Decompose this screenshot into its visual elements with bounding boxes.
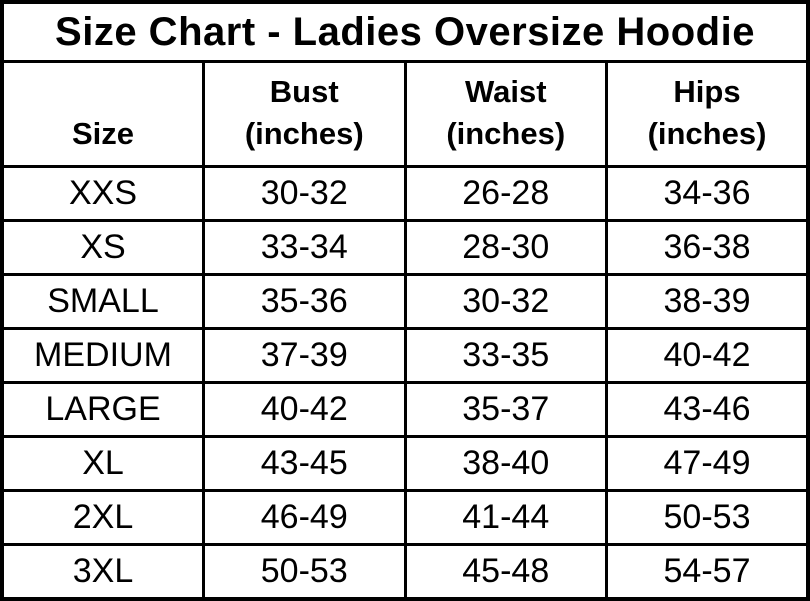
table-row-2xl: 2XL 46-49 41-44 50-53 <box>0 489 810 546</box>
col-header-label: Size <box>71 116 135 152</box>
size-cell: XS <box>0 219 205 276</box>
bust-cell: 43-45 <box>202 435 407 492</box>
hips-cell: 47-49 <box>605 435 810 492</box>
size-cell: MEDIUM <box>0 327 205 384</box>
waist-cell: 26-28 <box>403 165 608 222</box>
bust-cell: 33-34 <box>202 219 407 276</box>
waist-cell: 33-35 <box>403 327 608 384</box>
table-row-3xl: 3XL 50-53 45-48 54-57 <box>0 543 810 601</box>
waist-cell: 28-30 <box>403 219 608 276</box>
bust-cell: 30-32 <box>202 165 407 222</box>
col-header-hips: Hips (inches) <box>605 60 810 168</box>
bust-cell: 35-36 <box>202 273 407 330</box>
col-header-bust: Bust (inches) <box>202 60 407 168</box>
table-row-xxs: XXS 30-32 26-28 34-36 <box>0 165 810 222</box>
table-row-small: SMALL 35-36 30-32 38-39 <box>0 273 810 330</box>
table-row-large: LARGE 40-42 35-37 43-46 <box>0 381 810 438</box>
hips-cell: 34-36 <box>605 165 810 222</box>
hips-cell: 50-53 <box>605 489 810 546</box>
col-header-unit: (inches) <box>244 116 364 152</box>
col-header-label: Waist <box>464 74 547 110</box>
waist-cell: 45-48 <box>403 543 608 601</box>
bust-cell: 37-39 <box>202 327 407 384</box>
page-title: Size Chart - Ladies Oversize Hoodie <box>0 0 810 63</box>
size-cell: LARGE <box>0 381 205 438</box>
col-header-waist: Waist (inches) <box>403 60 608 168</box>
size-cell: 3XL <box>0 543 205 601</box>
col-header-label: Hips <box>673 74 741 110</box>
col-header-label: Bust <box>269 74 339 110</box>
size-cell: XXS <box>0 165 205 222</box>
hips-cell: 43-46 <box>605 381 810 438</box>
col-header-size: Size <box>0 60 205 168</box>
table-row-xs: XS 33-34 28-30 36-38 <box>0 219 810 276</box>
hips-cell: 40-42 <box>605 327 810 384</box>
col-header-unit: (inches) <box>647 116 767 152</box>
size-cell: XL <box>0 435 205 492</box>
waist-cell: 38-40 <box>403 435 608 492</box>
hips-cell: 36-38 <box>605 219 810 276</box>
table-row-xl: XL 43-45 38-40 47-49 <box>0 435 810 492</box>
waist-cell: 41-44 <box>403 489 608 546</box>
bust-cell: 46-49 <box>202 489 407 546</box>
size-cell: SMALL <box>0 273 205 330</box>
size-cell: 2XL <box>0 489 205 546</box>
table-row-medium: MEDIUM 37-39 33-35 40-42 <box>0 327 810 384</box>
waist-cell: 30-32 <box>403 273 608 330</box>
bust-cell: 40-42 <box>202 381 407 438</box>
title-row: Size Chart - Ladies Oversize Hoodie <box>0 0 810 63</box>
col-header-unit: (inches) <box>446 116 566 152</box>
waist-cell: 35-37 <box>403 381 608 438</box>
hips-cell: 54-57 <box>605 543 810 601</box>
bust-cell: 50-53 <box>202 543 407 601</box>
header-row: Size Bust (inches) Waist (inches) Hips (… <box>0 60 810 168</box>
hips-cell: 38-39 <box>605 273 810 330</box>
